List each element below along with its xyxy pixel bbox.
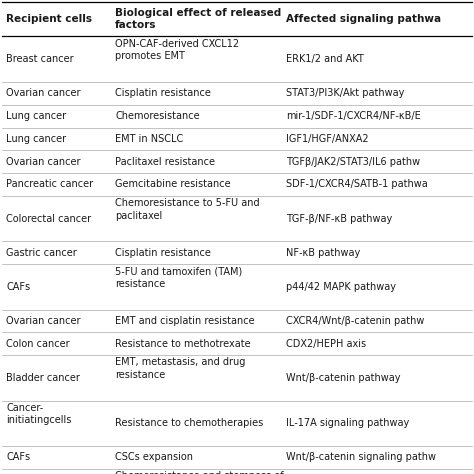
- Text: CDX2/HEPH axis: CDX2/HEPH axis: [286, 338, 366, 349]
- Text: Recipient cells: Recipient cells: [6, 14, 92, 25]
- Text: ERK1/2 and AKT: ERK1/2 and AKT: [286, 54, 364, 64]
- Text: CXCR4/Wnt/β-catenin pathw: CXCR4/Wnt/β-catenin pathw: [286, 316, 424, 326]
- Text: OPN-CAF-derived CXCL12
promotes EMT: OPN-CAF-derived CXCL12 promotes EMT: [115, 39, 239, 61]
- Text: EMT in NSCLC: EMT in NSCLC: [115, 134, 183, 144]
- Text: SDF-1/CXCR4/SATB-1 pathwa: SDF-1/CXCR4/SATB-1 pathwa: [286, 179, 428, 190]
- Text: Gastric cancer: Gastric cancer: [6, 247, 77, 258]
- Text: Affected signaling pathwa: Affected signaling pathwa: [286, 14, 441, 25]
- Text: Resistance to chemotherapies: Resistance to chemotherapies: [115, 418, 264, 428]
- Text: Cisplatin resistance: Cisplatin resistance: [115, 88, 211, 99]
- Text: Pancreatic cancer: Pancreatic cancer: [6, 179, 93, 190]
- Text: Ovarian cancer: Ovarian cancer: [6, 156, 81, 167]
- Text: Gemcitabine resistance: Gemcitabine resistance: [115, 179, 231, 190]
- Text: CAFs: CAFs: [6, 282, 30, 292]
- Text: STAT3/PI3K/Akt pathway: STAT3/PI3K/Akt pathway: [286, 88, 404, 99]
- Text: Ovarian cancer: Ovarian cancer: [6, 316, 81, 326]
- Text: mir-1/SDF-1/CXCR4/NF-κB/E: mir-1/SDF-1/CXCR4/NF-κB/E: [286, 111, 420, 121]
- Text: p44/42 MAPK pathway: p44/42 MAPK pathway: [286, 282, 396, 292]
- Text: Lung cancer: Lung cancer: [6, 111, 66, 121]
- Text: Breast cancer: Breast cancer: [6, 54, 74, 64]
- Text: CAFs: CAFs: [6, 452, 30, 463]
- Text: Paclitaxel resistance: Paclitaxel resistance: [115, 156, 215, 167]
- Text: Cisplatin resistance: Cisplatin resistance: [115, 247, 211, 258]
- Text: Chemoresistance and stemness of
CSCs: Chemoresistance and stemness of CSCs: [115, 471, 284, 474]
- Text: IGF1/HGF/ANXA2: IGF1/HGF/ANXA2: [286, 134, 368, 144]
- Text: Lung cancer: Lung cancer: [6, 134, 66, 144]
- Text: IL-17A signaling pathway: IL-17A signaling pathway: [286, 418, 409, 428]
- Text: Resistance to methotrexate: Resistance to methotrexate: [115, 338, 251, 349]
- Text: Wnt/β-catenin pathway: Wnt/β-catenin pathway: [286, 373, 401, 383]
- Text: Chemoresistance to 5-FU and
paclitaxel: Chemoresistance to 5-FU and paclitaxel: [115, 198, 260, 220]
- Text: EMT, metastasis, and drug
resistance: EMT, metastasis, and drug resistance: [115, 357, 246, 380]
- Text: NF-κB pathway: NF-κB pathway: [286, 247, 360, 258]
- Text: TGF-β/NF-κB pathway: TGF-β/NF-κB pathway: [286, 213, 392, 224]
- Text: Bladder cancer: Bladder cancer: [6, 373, 80, 383]
- Text: 5-FU and tamoxifen (TAM)
resistance: 5-FU and tamoxifen (TAM) resistance: [115, 266, 242, 289]
- Text: Chemoresistance: Chemoresistance: [115, 111, 200, 121]
- Text: Cancer-
initiatingcells: Cancer- initiatingcells: [6, 403, 72, 425]
- Text: Colon cancer: Colon cancer: [6, 338, 70, 349]
- Text: CSCs expansion: CSCs expansion: [115, 452, 193, 463]
- Text: EMT and cisplatin resistance: EMT and cisplatin resistance: [115, 316, 255, 326]
- Text: TGFβ/JAK2/STAT3/IL6 pathw: TGFβ/JAK2/STAT3/IL6 pathw: [286, 156, 420, 167]
- Text: Colorectal cancer: Colorectal cancer: [6, 213, 91, 224]
- Text: Biological effect of released
factors: Biological effect of released factors: [115, 9, 282, 30]
- Text: Ovarian cancer: Ovarian cancer: [6, 88, 81, 99]
- Text: Wnt/β-catenin signaling pathw: Wnt/β-catenin signaling pathw: [286, 452, 436, 463]
